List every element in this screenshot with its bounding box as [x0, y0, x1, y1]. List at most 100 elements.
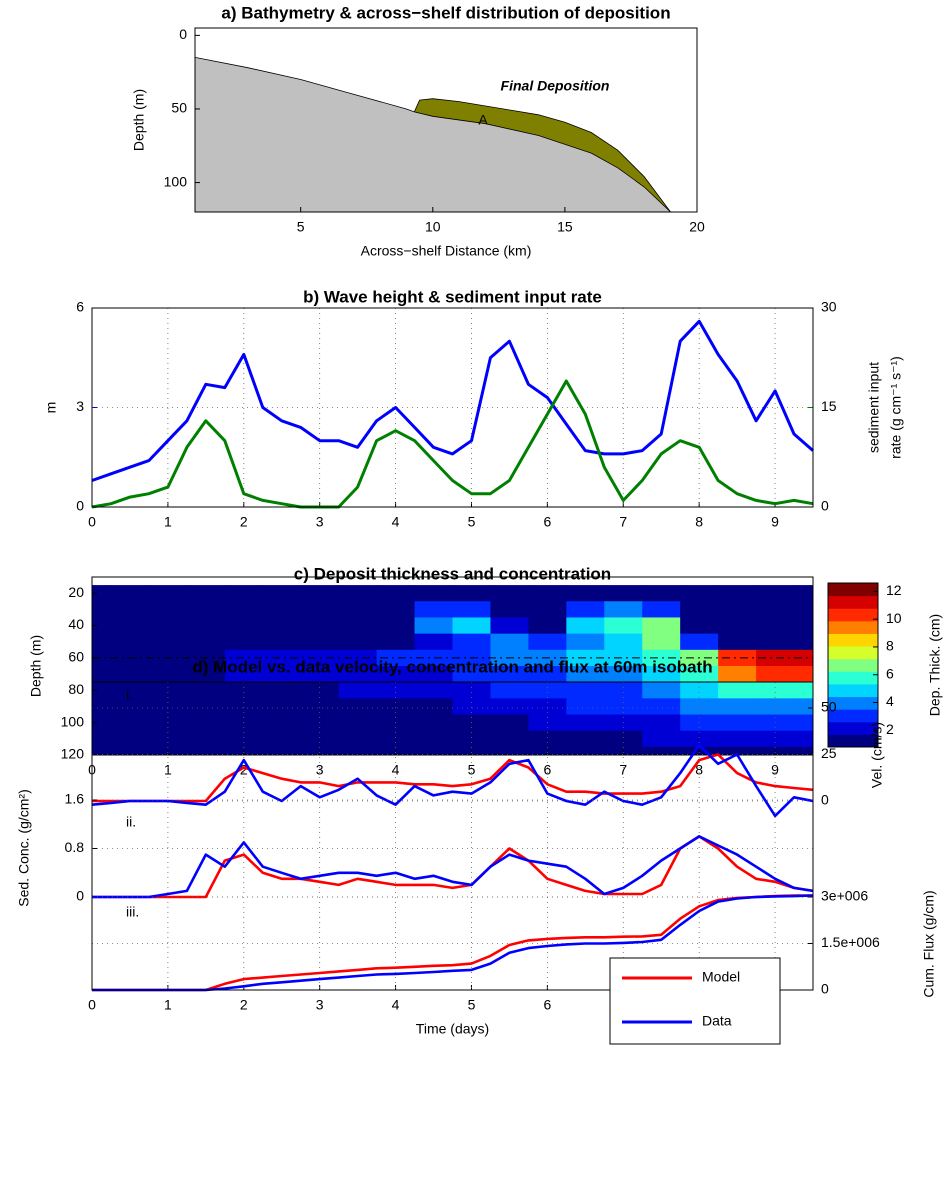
heatmap-cell	[110, 698, 150, 716]
heatmap-cell	[414, 601, 453, 618]
heatmap-cell	[110, 746, 150, 755]
legend-box	[609, 957, 781, 1045]
heatmap-cell	[92, 714, 112, 732]
colorbar-band	[828, 595, 878, 609]
heatmap-cell	[224, 633, 264, 651]
heatmap-cell	[794, 633, 813, 651]
heatmap-cell	[680, 633, 719, 651]
colorbar-tick-label: 10	[886, 610, 902, 626]
y-tick-label: 100	[164, 173, 188, 189]
heatmap-cell	[718, 617, 757, 635]
x-tick-label: 4	[392, 762, 400, 778]
heatmap-cell	[528, 585, 567, 602]
heatmap-cell	[110, 730, 150, 748]
x-tick-label: 4	[392, 514, 400, 530]
y-axis-label: Vel. (cm/s)	[869, 722, 885, 788]
x-tick-label: 20	[689, 219, 705, 235]
heatmap-cell	[490, 601, 529, 618]
y-tick-label: 50	[171, 100, 187, 116]
x-tick-label: 3	[316, 997, 324, 1013]
x-tick-label: 10	[425, 219, 441, 235]
heatmap-cell	[490, 714, 529, 732]
series-line	[91, 319, 814, 482]
heatmap-cell	[680, 666, 719, 683]
heatmap-cell	[338, 633, 378, 651]
heatmap-cell	[110, 585, 150, 602]
heatmap-cell	[376, 666, 416, 683]
heatmap-cell	[262, 698, 302, 716]
x-tick-label: 9	[771, 762, 779, 778]
heatmap-cell	[794, 714, 813, 732]
colorbar-band	[828, 646, 878, 660]
heatmap-cell	[642, 746, 681, 755]
x-tick-label: 15	[557, 219, 573, 235]
heatmap-cell	[604, 601, 643, 618]
heatmap-cell	[376, 617, 416, 635]
heatmap-cell	[490, 698, 529, 716]
heatmap-cell	[414, 617, 453, 635]
heatmap-cell	[262, 649, 302, 667]
x-tick-label: 0	[88, 997, 96, 1013]
heatmap-cell	[718, 601, 757, 618]
heatmap-cell	[186, 666, 226, 683]
colorbar-label: Dep. Thick. (cm)	[927, 614, 943, 716]
x-tick-label: 6	[543, 514, 551, 530]
heatmap-cell	[300, 601, 340, 618]
heatmap-cell	[92, 730, 112, 748]
heatmap-cell	[186, 617, 226, 635]
y-tick-label: 20	[68, 584, 84, 600]
heatmap-cell	[452, 585, 491, 602]
heatmap-cell	[452, 698, 491, 716]
heatmap-cell	[566, 714, 605, 732]
colorbar-tick-label: 12	[886, 582, 902, 598]
subplot-label: iii.	[126, 904, 139, 920]
heatmap-cell	[642, 649, 681, 667]
heatmap-cell	[414, 730, 453, 748]
heatmap-cell	[756, 698, 795, 716]
heatmap-cell	[338, 601, 378, 618]
heatmap-cell	[148, 666, 188, 683]
heatmap-cell	[300, 585, 340, 602]
heatmap-cell	[376, 585, 416, 602]
y2-axis-label: sediment input	[866, 362, 882, 453]
y-tick-label: 0.8	[65, 839, 85, 855]
heatmap-cell	[186, 746, 226, 755]
heatmap-cell	[794, 601, 813, 618]
heatmap-cell	[528, 601, 567, 618]
heatmap-cell	[224, 601, 264, 618]
heatmap-cell	[718, 633, 757, 651]
heatmap-cell	[110, 714, 150, 732]
x-tick-label: 3	[316, 762, 324, 778]
y-axis-label: Depth (m)	[131, 89, 147, 151]
heatmap-cell	[642, 601, 681, 618]
y-axis-label: Cum. Flux (g/cm)	[921, 890, 937, 997]
heatmap-cell	[376, 682, 416, 699]
colorbar-band	[828, 683, 878, 698]
heatmap-cell	[148, 682, 188, 699]
colorbar-frame	[827, 582, 879, 748]
heatmap-cell	[224, 698, 264, 716]
plot-area	[195, 56, 672, 212]
heatmap-cell	[338, 682, 378, 699]
heatmap-cell	[718, 682, 757, 699]
chart-title: b) Wave height & sediment input rate	[303, 287, 602, 306]
x-tick-label: 5	[468, 762, 476, 778]
heatmap-cell	[642, 682, 681, 699]
heatmap-cell	[490, 585, 529, 602]
heatmap-cell	[224, 585, 264, 602]
heatmap-cell	[566, 666, 605, 683]
colorbar-tick-label: 6	[886, 665, 894, 681]
heatmap-cell	[604, 585, 643, 602]
heatmap-cell	[148, 633, 188, 651]
heatmap-cell	[756, 649, 795, 667]
heatmap-cell	[224, 666, 264, 683]
heatmap-cell	[262, 666, 302, 683]
heatmap-cell	[604, 633, 643, 651]
heatmap-cell	[224, 649, 264, 667]
heatmap-cell	[566, 682, 605, 699]
heatmap-cell	[338, 698, 378, 716]
heatmap-cell	[92, 585, 112, 602]
heatmap-cell	[756, 585, 795, 602]
heatmap-cell	[300, 730, 340, 748]
heatmap-cell	[338, 714, 378, 732]
